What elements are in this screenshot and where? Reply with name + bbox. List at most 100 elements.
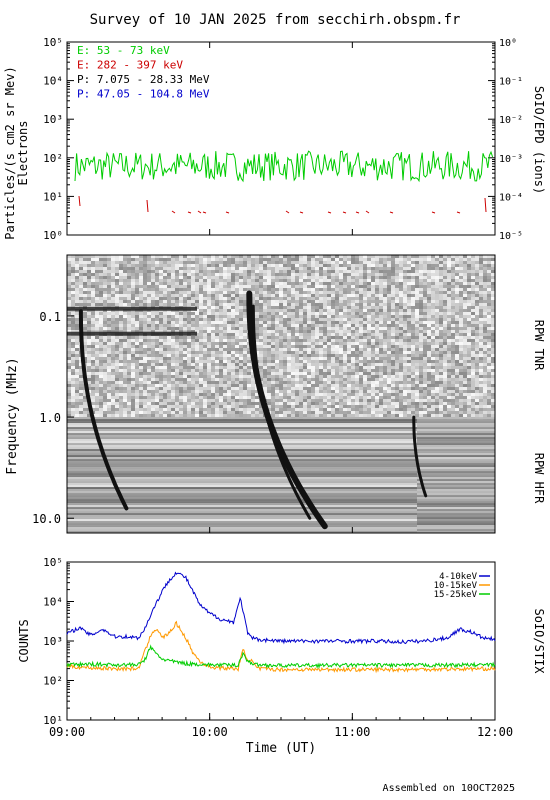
rpw-pixel (279, 321, 283, 324)
rpw-pixel (91, 351, 95, 354)
rpw-pixel (423, 303, 427, 306)
rpw-pixel (139, 387, 143, 390)
rpw-pixel (95, 357, 99, 360)
rpw-pixel (343, 372, 347, 375)
rpw-pixel (107, 387, 111, 390)
rpw-pixel (283, 276, 287, 279)
rpw-pixel (235, 315, 239, 318)
rpw-pixel (179, 324, 183, 327)
rpw-pixel (303, 294, 307, 297)
rpw-pixel (371, 345, 375, 348)
rpw-pixel (275, 258, 279, 261)
rpw-pixel (379, 309, 383, 312)
rpw-pixel (83, 258, 87, 261)
rpw-pixel (203, 318, 207, 321)
rpw-pixel (463, 327, 467, 330)
rpw-pixel (491, 357, 495, 360)
rpw-pixel (111, 273, 115, 276)
rpw-pixel (307, 357, 311, 360)
rpw-pixel (255, 321, 259, 324)
rpw-pixel (407, 369, 411, 372)
rpw-pixel (447, 270, 451, 273)
rpw-pixel (191, 354, 195, 357)
rpw-pixel (195, 372, 199, 375)
rpw-pixel (167, 327, 171, 330)
rpw-pixel (411, 363, 415, 366)
rpw-pixel (171, 285, 175, 288)
rpw-pixel (363, 369, 367, 372)
rpw-pixel (203, 294, 207, 297)
rpw-pixel (347, 354, 351, 357)
rpw-pixel (235, 348, 239, 351)
rpw-pixel (147, 372, 151, 375)
rpw-pixel (123, 258, 127, 261)
rpw-pixel (123, 348, 127, 351)
rpw-pixel (259, 327, 263, 330)
rpw-pixel (167, 273, 171, 276)
rpw-pixel (239, 384, 243, 387)
rpw-pixel (187, 279, 191, 282)
rpw-pixel (151, 327, 155, 330)
rpw-pixel (331, 258, 335, 261)
rpw-pixel (183, 315, 187, 318)
rpw-pixel (391, 255, 395, 258)
rpw-pixel (179, 348, 183, 351)
rpw-pixel (211, 372, 215, 375)
rpw-pixel (235, 285, 239, 288)
rpw-pixel (103, 261, 107, 264)
rpw-pixel (211, 363, 215, 366)
rpw-pixel (463, 375, 467, 378)
rpw-pixel (255, 312, 259, 315)
rpw-pixel (99, 369, 103, 372)
rpw-pixel (207, 303, 211, 306)
rpw-pixel (195, 378, 199, 381)
rpw-pixel (71, 369, 75, 372)
rpw-pixel (395, 351, 399, 354)
rpw-pixel (467, 276, 471, 279)
rpw-pixel (275, 330, 279, 333)
rpw-pixel (163, 321, 167, 324)
rpw-pixel (355, 336, 359, 339)
rpw-pixel (143, 264, 147, 267)
rpw-pixel (83, 261, 87, 264)
rpw-pixel (399, 267, 403, 270)
rpw-pixel (455, 306, 459, 309)
rpw-pixel (179, 294, 183, 297)
rpw-pixel (391, 321, 395, 324)
rpw-pixel (411, 264, 415, 267)
rpw-pixel (435, 378, 439, 381)
rpw-pixel (375, 330, 379, 333)
rpw-pixel (427, 285, 431, 288)
rpw-pixel (475, 276, 479, 279)
rpw-pixel (163, 291, 167, 294)
rpw-pixel (339, 360, 343, 363)
rpw-pixel (331, 321, 335, 324)
rpw-pixel (479, 384, 483, 387)
rpw-pixel (487, 264, 491, 267)
rpw-pixel (259, 345, 263, 348)
rpw-pixel (167, 282, 171, 285)
rpw-pixel (287, 306, 291, 309)
rpw-pixel (491, 273, 495, 276)
rpw-pixel (131, 282, 135, 285)
rpw-pixel (127, 288, 131, 291)
rpw-pixel (307, 360, 311, 363)
rpw-pixel (239, 258, 243, 261)
rpw-pixel (383, 339, 387, 342)
rpw-pixel (303, 270, 307, 273)
rpw-pixel (79, 381, 83, 384)
rpw-pixel (87, 318, 91, 321)
rpw-pixel (119, 339, 123, 342)
rpw-pixel (383, 267, 387, 270)
rpw-pixel (127, 351, 131, 354)
rpw-pixel (399, 324, 403, 327)
rpw-pixel (215, 261, 219, 264)
rpw-pixel (347, 285, 351, 288)
rpw-pixel (147, 270, 151, 273)
rpw-pixel (383, 294, 387, 297)
rpw-pixel (235, 351, 239, 354)
rpw-pixel (239, 279, 243, 282)
rpw-pixel (263, 261, 267, 264)
rpw-pixel (107, 267, 111, 270)
rpw-pixel (291, 339, 295, 342)
